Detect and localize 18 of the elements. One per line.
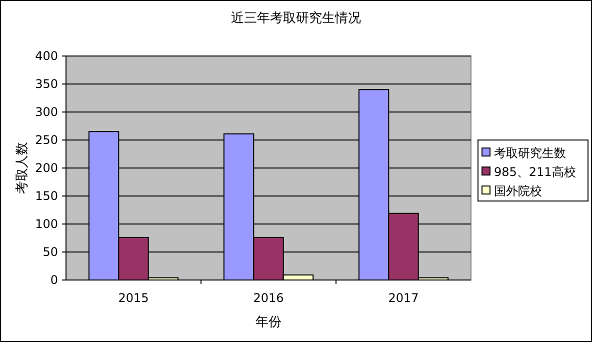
y-tick-label: 300 [35,105,58,119]
y-tick-label: 150 [35,189,58,203]
legend-label: 985、211高校 [494,165,576,179]
x-tick-label: 2015 [118,291,149,305]
y-axis-title: 考取人数 [15,142,30,194]
y-tick-label: 50 [42,245,58,259]
y-tick-label: 200 [35,161,58,175]
y-tick-label: 0 [50,273,58,287]
legend-label: 国外院校 [494,184,542,198]
y-tick-label: 400 [35,49,58,63]
chart-title: 近三年考取研究生情况 [231,11,361,26]
x-tick-label: 2017 [388,291,419,305]
legend-label: 考取研究生数 [494,146,566,160]
y-tick-label: 350 [35,77,58,91]
x-tick-label: 2016 [253,291,284,305]
y-tick-label: 250 [35,133,58,147]
x-axis-title: 年份 [256,315,282,330]
y-tick-label: 100 [35,217,58,231]
